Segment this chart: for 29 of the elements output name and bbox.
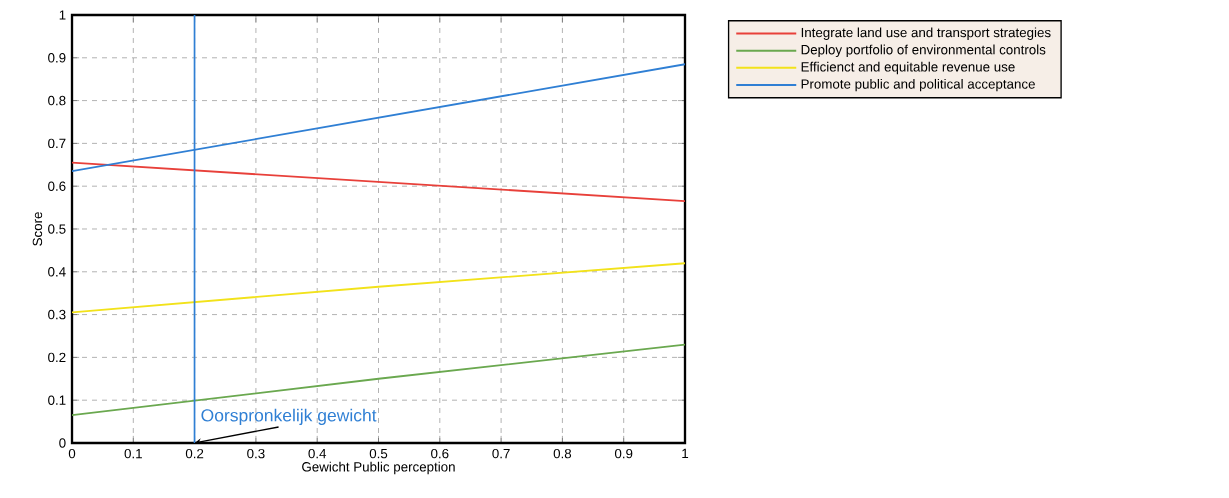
y-tick-label: 0.9	[48, 53, 66, 63]
x-tick-label: 0.1	[124, 448, 142, 459]
y-tick-label: 0.3	[48, 309, 66, 320]
ref-line-label: Oorspronkelijk gewicht	[201, 408, 377, 425]
x-tick-label: 0.4	[308, 448, 327, 459]
y-tick-label: 0.7	[48, 138, 66, 149]
x-axis-title: Gewicht Public perception	[302, 461, 455, 475]
x-tick-label: 0.5	[369, 448, 388, 459]
legend-label: Deploy portfolio of environmental controls	[801, 44, 1046, 58]
y-tick-label: 0.5	[48, 224, 66, 234]
x-tick-label: 1	[682, 448, 689, 459]
x-tick-label: 0	[68, 448, 76, 459]
x-tick-label: 0.8	[553, 448, 572, 459]
x-tick-label: 0.9	[614, 448, 633, 459]
y-tick-label: 0.8	[48, 95, 66, 106]
y-tick-label: 0.1	[48, 395, 66, 405]
y-tick-label: 1	[59, 10, 66, 20]
legend-label: Integrate land use and transport strategies	[801, 27, 1051, 40]
y-axis-title: Score	[32, 212, 43, 246]
y-tick-label: 0.4	[48, 267, 66, 277]
y-tick-label: 0.6	[48, 181, 66, 191]
legend-label: Efficienct and equitable revenue use	[801, 61, 1015, 75]
x-tick-label: 0.2	[185, 448, 204, 459]
x-tick-label: 0.6	[431, 448, 449, 459]
y-tick-label: 0	[59, 438, 66, 448]
y-tick-label: 0.2	[48, 352, 66, 363]
x-tick-label: 0.3	[247, 448, 265, 459]
x-tick-label: 0.7	[492, 448, 510, 459]
legend-label: Promote public and political acceptance	[801, 78, 1035, 92]
